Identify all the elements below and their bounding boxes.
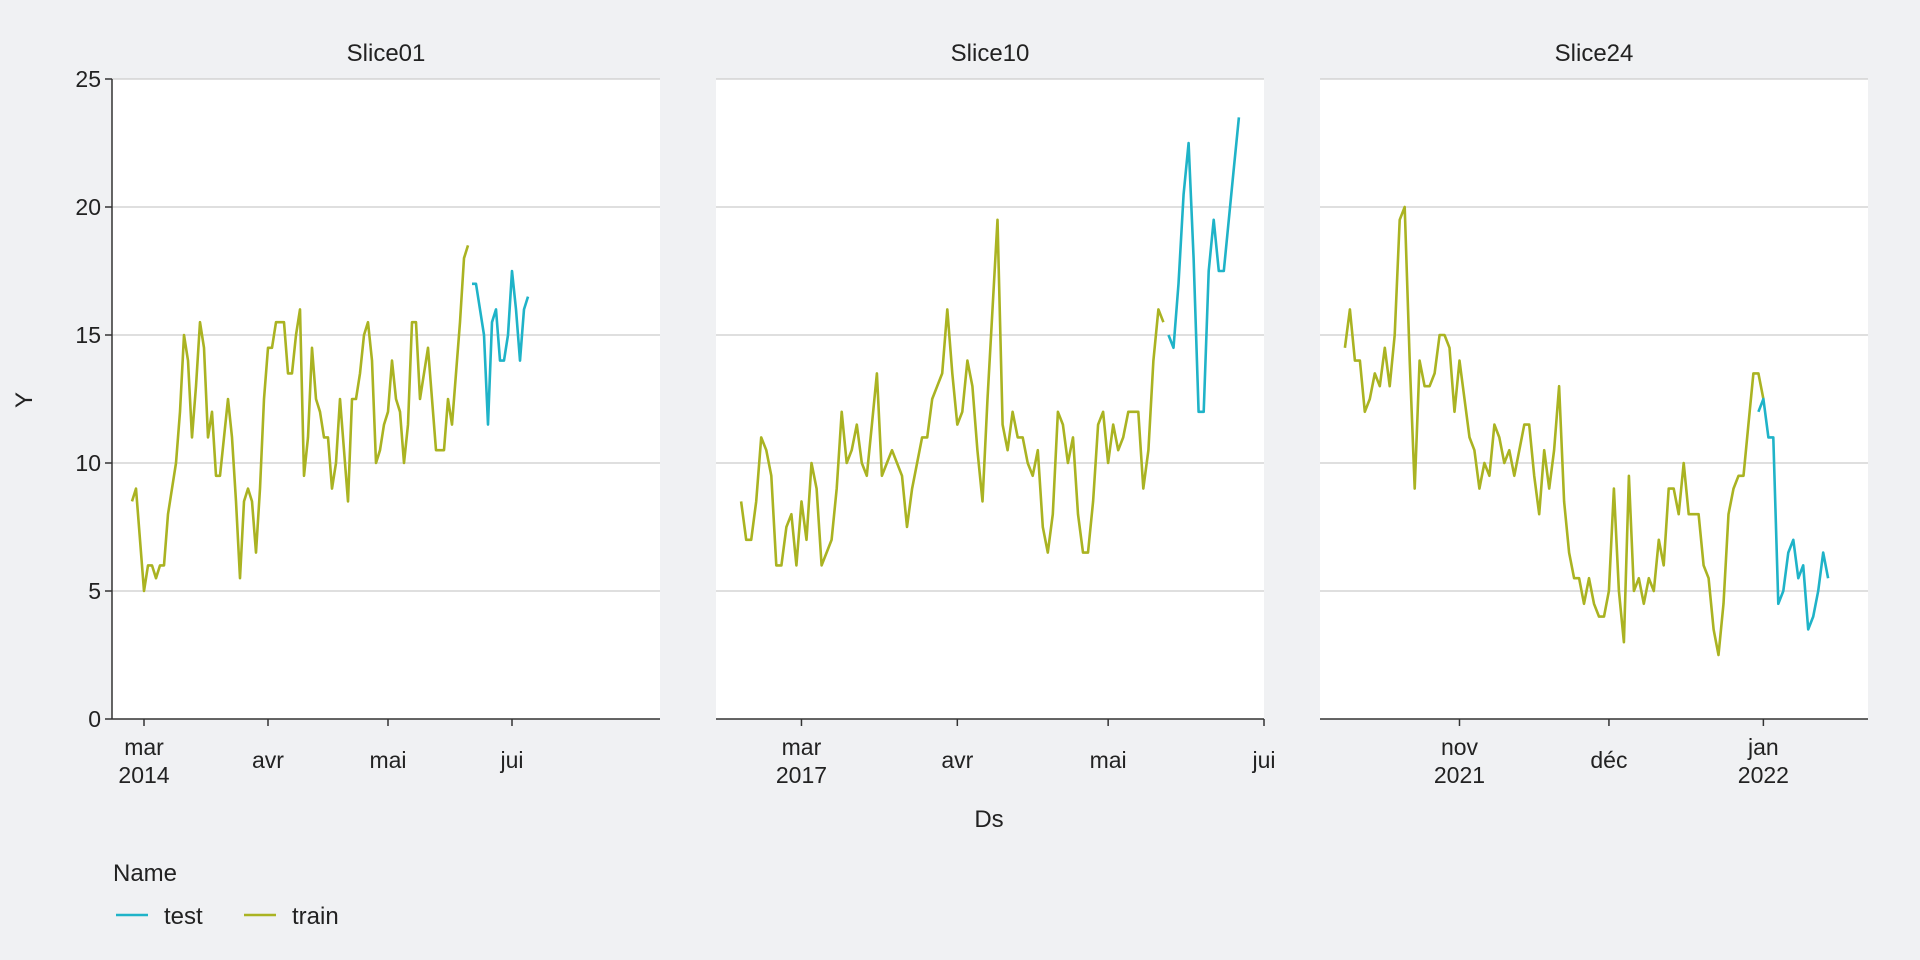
series-line-train [1343,205,1765,657]
y-tick-label: 10 [75,450,101,476]
series-line-train [130,245,470,593]
x-tick-label: jan [1747,734,1779,760]
y-tick-label: 20 [75,194,101,220]
x-tick-label: 2022 [1738,762,1789,788]
y-tick-label: 5 [88,578,101,604]
y-tick-label: 15 [75,322,101,348]
legend: Name test train [113,860,339,930]
legend-title: Name [113,860,177,887]
x-tick-label: déc [1590,747,1627,773]
x-tick-label: mar [124,734,164,760]
series-line-train [739,218,1165,567]
legend-items: test train [116,903,339,930]
x-tick-label: 2017 [776,762,827,788]
x-tick-label: nov [1441,734,1479,760]
facet-title: Slice10 [951,40,1030,67]
x-axis-label: Ds [974,806,1003,833]
facet-title: Slice01 [347,40,426,67]
panel-background [112,79,660,719]
legend-label-train: train [292,903,339,930]
x-tick-label: mai [1090,747,1127,773]
x-tick-label: jui [499,747,523,773]
x-tick-label: mai [369,747,406,773]
panel-background [716,79,1264,719]
x-tick-label: avr [252,747,284,773]
facet-title: Slice24 [1555,40,1634,67]
x-tick-label: jui [1251,747,1275,773]
legend-label-test: test [164,903,203,930]
x-tick-label: avr [941,747,973,773]
panel-background [1320,79,1868,719]
series-line-test [472,269,530,426]
series-line-test [1757,397,1830,631]
y-axis-label: Y [11,392,38,408]
y-tick-label: 25 [75,66,101,92]
x-tick-label: 2014 [118,762,169,788]
series-line-test [1167,117,1241,414]
x-tick-label: mar [782,734,822,760]
x-tick-label: 2021 [1434,762,1485,788]
y-tick-label: 0 [88,706,101,732]
